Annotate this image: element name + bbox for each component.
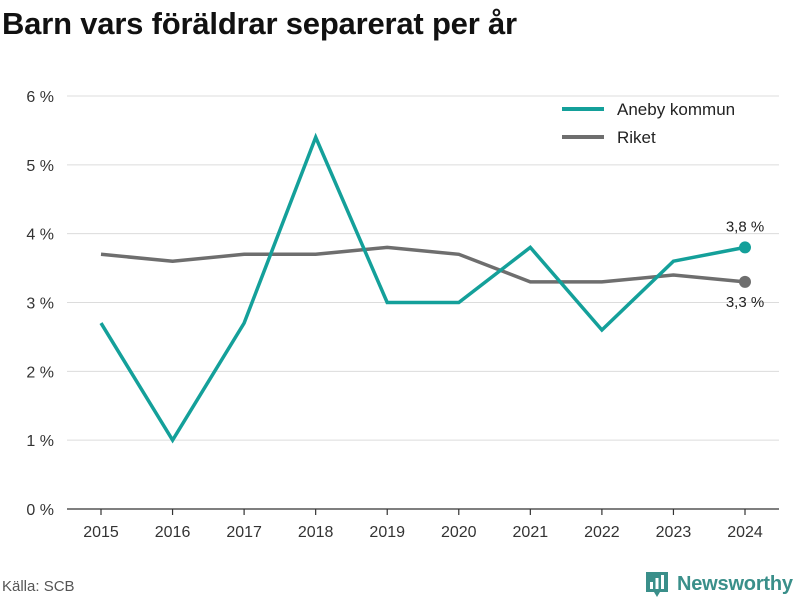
legend-label: Riket <box>617 128 656 147</box>
y-tick-label: 4 % <box>26 227 54 244</box>
legend: Aneby kommun Riket <box>562 100 735 147</box>
x-tick-label: 2023 <box>656 524 692 541</box>
end-value-label: 3,8 % <box>726 218 764 235</box>
brand-name: Newsworthy <box>677 572 793 595</box>
end-point-riket <box>739 275 751 288</box>
legend-label: Aneby kommun <box>617 100 735 119</box>
newsworthy-icon <box>646 572 668 597</box>
y-axis: 0 % 1 % 2 % 3 % 4 % 5 % 6 % <box>26 89 54 519</box>
y-tick-label: 3 % <box>26 296 54 313</box>
end-value-label: 3,3 % <box>726 294 764 311</box>
x-tick-label: 2024 <box>727 524 763 541</box>
newsworthy-logo: Newsworthy <box>644 569 793 599</box>
x-tick-label: 2017 <box>226 524 262 541</box>
x-tick-label: 2019 <box>369 524 405 541</box>
series-line-aneby-kommun <box>99 132 746 444</box>
y-tick-label: 5 % <box>26 158 54 175</box>
x-tick-label: 2016 <box>155 524 191 541</box>
source-note: Källa: SCB <box>2 578 75 595</box>
series-line-riket <box>100 245 746 284</box>
y-tick-label: 1 % <box>26 433 54 450</box>
x-axis: 2015 2016 2017 2018 2019 2020 2021 2022 2023 2024 <box>67 508 779 541</box>
x-tick-label: 2020 <box>441 524 477 541</box>
chart-title: Barn vars föräldrar separerat per år <box>2 6 517 41</box>
series-lines: 3,8 % 3,3 % <box>99 132 764 444</box>
x-tick-label: 2018 <box>298 524 334 541</box>
y-tick-label: 2 % <box>26 364 54 381</box>
grid-lines <box>67 95 779 441</box>
y-tick-label: 0 % <box>26 502 54 519</box>
x-tick-label: 2021 <box>513 524 549 541</box>
y-tick-label: 6 % <box>26 89 54 106</box>
x-tick-label: 2022 <box>584 524 620 541</box>
end-point-aneby-kommun <box>739 241 751 254</box>
x-tick-label: 2015 <box>83 524 119 541</box>
